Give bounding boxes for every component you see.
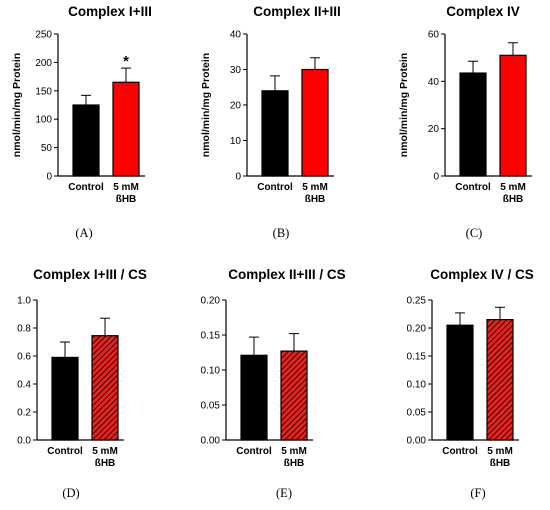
x-category-label: 5 mM ßHB	[92, 446, 118, 469]
x-category-label: 5 mM ßHB	[113, 182, 139, 205]
chart-title: Complex IV	[446, 4, 520, 19]
bar-bhb	[486, 319, 514, 441]
y-tick-label: 30	[230, 65, 242, 76]
y-tick-label: 0.00	[407, 436, 427, 447]
bar-control	[51, 356, 79, 441]
bar-control	[459, 72, 487, 177]
bar-control	[446, 324, 474, 441]
bar-control	[261, 90, 289, 177]
y-tick-label: 0.20	[407, 324, 427, 335]
chart-panel-1: Complex I+III 0 50 100 150 200 250 nmol/min/mg …	[11, 4, 152, 240]
x-category-label: Control	[236, 446, 272, 457]
y-tick-label: 0.6	[17, 352, 31, 363]
bar-control	[72, 104, 100, 177]
y-tick-label: 40	[428, 77, 440, 88]
chart-title: Complex IV / CS	[430, 267, 534, 282]
y-tick-label: 150	[35, 86, 52, 97]
y-axis-label: nmol/min/mg Protein	[200, 53, 212, 157]
y-tick-label: 50	[41, 143, 53, 154]
y-tick-label: 0.00	[201, 436, 221, 447]
y-tick-label: 0	[46, 172, 52, 183]
chart-panel-2: Complex II+III 0 10 20 30 40 nmol/min/mg Prote…	[200, 4, 341, 240]
bar-bhb	[301, 68, 329, 177]
y-tick-label: 60	[428, 30, 440, 41]
panel-letter: (D)	[62, 486, 79, 500]
y-tick-label: 40	[230, 30, 242, 41]
y-tick-label: 1.0	[17, 296, 31, 307]
bar-bhb	[280, 350, 308, 441]
y-tick-label: 0.10	[407, 380, 427, 391]
y-tick-label: 0.4	[17, 380, 31, 391]
x-category-label: 5 mM ßHB	[302, 182, 328, 205]
x-category-label: Control	[442, 446, 478, 457]
y-tick-label: 0	[433, 172, 439, 183]
panel-letter: (F)	[470, 486, 485, 500]
panel-letter: (E)	[276, 486, 292, 500]
y-tick-label: 10	[230, 136, 242, 147]
y-tick-label: 0.10	[201, 366, 221, 377]
x-category-label: Control	[257, 182, 293, 193]
y-axis-label: nmol/min/mg Protein	[398, 53, 410, 157]
panel-letter: (A)	[75, 226, 92, 240]
y-tick-label: 0.05	[407, 408, 427, 419]
panel-letter: (B)	[273, 226, 290, 240]
y-tick-label: 100	[35, 115, 52, 126]
y-tick-label: 20	[428, 124, 440, 135]
chart-title: Complex II+III	[253, 4, 340, 19]
y-axis-label: nmol/min/mg Protein	[11, 53, 23, 157]
bar-bhb	[112, 81, 140, 177]
y-tick-label: 20	[230, 101, 242, 112]
bar-bhb	[91, 335, 119, 441]
y-tick-label: 0.15	[407, 352, 427, 363]
y-tick-label: 0.15	[201, 331, 221, 342]
x-category-label: Control	[68, 182, 104, 193]
chart-title: Complex I+III / CS	[33, 267, 147, 282]
x-category-label: Control	[455, 182, 491, 193]
y-tick-label: 200	[35, 58, 52, 69]
bar-control	[240, 354, 268, 441]
x-category-label: 5 mM ßHB	[281, 446, 307, 469]
y-tick-label: 0.2	[17, 408, 31, 419]
x-category-label: 5 mM ßHB	[500, 182, 526, 205]
chart-title: Complex I+III	[68, 4, 152, 19]
chart-panel-4: Complex I+III / CS 0.0 0.2 0.4 0.6 0.8 1.0 Cont…	[17, 267, 147, 500]
y-tick-label: 0.20	[201, 296, 221, 307]
y-tick-label: 0.05	[201, 401, 221, 412]
y-tick-label: 0	[235, 172, 241, 183]
y-tick-label: 0.8	[17, 324, 31, 335]
significance-marker: *	[123, 53, 129, 70]
y-tick-label: 250	[35, 30, 52, 41]
chart-panel-5: Complex II+III / CS 0.00 0.05 0.10 0.15 0.20 C…	[201, 267, 346, 500]
y-tick-label: 0.25	[407, 296, 427, 307]
chart-panel-3: Complex IV 0 20 40 60 nmol/min/mg Protein Cont…	[398, 4, 532, 240]
chart-panel-6: Complex IV / CS 0.00 0.05 0.10 0.15 0.20 0.25 C…	[407, 267, 534, 500]
x-category-label: Control	[47, 446, 83, 457]
chart-title: Complex II+III / CS	[228, 267, 345, 282]
x-category-label: 5 mM ßHB	[487, 446, 513, 469]
panel-letter: (C)	[466, 226, 483, 240]
bar-bhb	[499, 54, 527, 177]
y-tick-label: 0.0	[17, 436, 31, 447]
